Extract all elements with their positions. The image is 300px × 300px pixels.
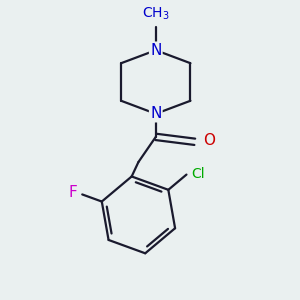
Text: O: O (203, 133, 215, 148)
Text: F: F (68, 185, 77, 200)
Text: Cl: Cl (192, 167, 205, 181)
Text: N: N (150, 106, 161, 121)
Text: CH$_3$: CH$_3$ (142, 5, 170, 22)
Text: N: N (150, 43, 161, 58)
